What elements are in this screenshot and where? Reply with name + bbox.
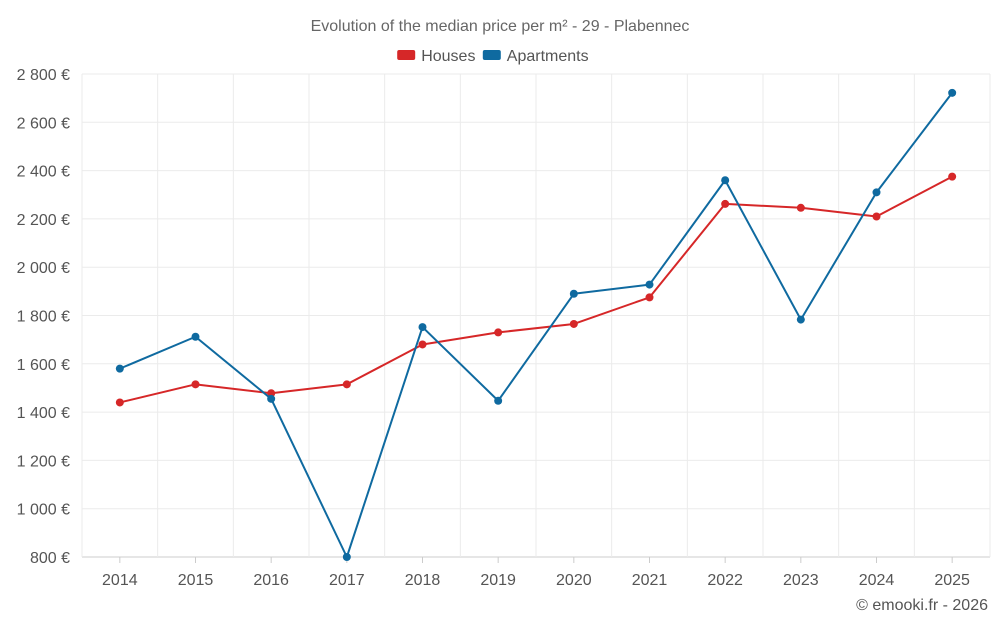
x-tick-label: 2021 [632,572,668,589]
x-tick-label: 2016 [253,572,289,589]
data-point-apartments[interactable] [569,289,578,298]
y-axis: 800 € 1 000 € 1 200 € 1 400 € 1 600 € 1 800 €… [17,67,70,567]
x-tick-label: 2022 [707,572,743,589]
y-tick-label: 2 600 € [17,115,70,132]
y-tick-label: 1 800 € [17,309,70,326]
y-tick-label: 2 200 € [17,212,70,229]
legend-swatch [482,50,501,60]
x-tick-label: 2025 [934,572,970,589]
series-line-houses [119,175,953,404]
x-tick-label: 2024 [859,572,895,589]
x-tick-label: 2018 [405,572,441,589]
x-tick-label: 2019 [480,572,516,589]
data-point-apartments[interactable] [872,188,881,197]
data-point-houses[interactable] [721,199,730,208]
y-tick-label: 2 000 € [17,260,70,277]
x-tick-label: 2020 [556,572,592,589]
x-tick-label: 2023 [783,572,819,589]
data-point-houses[interactable] [115,398,124,407]
data-point-apartments[interactable] [645,280,654,289]
data-point-apartments[interactable] [191,332,200,341]
series-line-apartments [119,92,953,558]
data-point-apartments[interactable] [115,364,124,373]
data-point-apartments[interactable] [494,396,503,405]
data-point-apartments[interactable] [721,176,730,185]
legend-item-houses[interactable]: Houses [397,48,475,65]
x-axis: 2014 2015 2016 2017 2018 2019 2020 2021 2022 2023… [102,557,970,589]
data-point-houses[interactable] [191,380,200,389]
legend-label: Apartments [507,48,589,65]
series-houses [115,172,957,407]
data-point-apartments[interactable] [418,323,427,332]
x-tick-label: 2014 [102,572,138,589]
data-point-apartments[interactable] [267,394,276,403]
grid-lines [81,73,991,558]
x-tick-label: 2015 [178,572,214,589]
y-tick-label: 1 600 € [17,357,70,374]
data-point-apartments[interactable] [948,88,957,97]
data-point-houses[interactable] [872,212,881,221]
legend[interactable]: Houses Apartments [397,48,589,65]
legend-item-apartments[interactable]: Apartments [482,48,589,65]
y-tick-label: 1 000 € [17,502,70,519]
data-point-houses[interactable] [267,389,276,398]
series-apartments [115,88,957,561]
data-point-houses[interactable] [645,293,654,302]
data-point-houses[interactable] [494,328,503,337]
y-tick-label: 1 400 € [17,405,70,422]
data-point-apartments[interactable] [796,315,805,324]
y-tick-label: 800 € [30,550,70,567]
legend-label: Houses [421,48,475,65]
data-point-houses[interactable] [418,340,427,349]
data-point-houses[interactable] [569,319,578,328]
data-point-houses[interactable] [948,172,957,181]
credit-text: © emooki.fr - 2026 [856,597,988,614]
series-layer [115,88,957,561]
data-point-houses[interactable] [796,203,805,212]
y-tick-label: 2 400 € [17,164,70,181]
legend-swatch [397,50,416,60]
y-tick-label: 2 800 € [17,67,70,84]
y-tick-label: 1 200 € [17,453,70,470]
chart-title: Evolution of the median price per m² - 2… [311,18,690,35]
data-point-houses[interactable] [342,380,351,389]
x-tick-label: 2017 [329,572,365,589]
data-point-apartments[interactable] [342,553,351,561]
